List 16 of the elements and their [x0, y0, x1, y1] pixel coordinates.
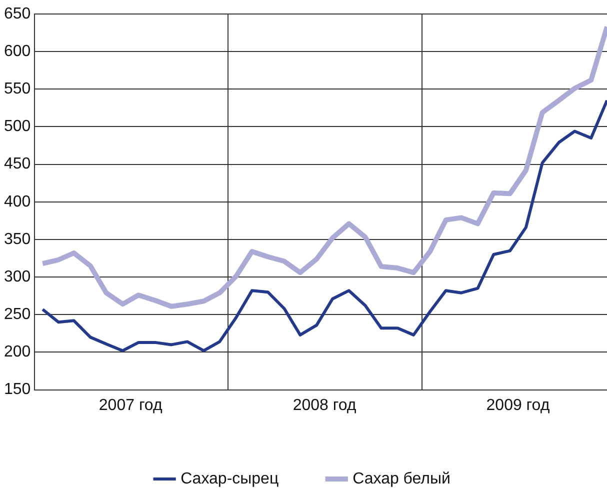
y-tick-label: 300 — [4, 268, 31, 286]
x-tick-label: 2009 год — [486, 396, 550, 414]
x-tick-label: 2008 год — [292, 396, 357, 414]
y-tick-label: 400 — [4, 193, 31, 210]
y-tick-label: 150 — [4, 381, 31, 398]
y-tick-label: 600 — [4, 42, 31, 60]
x-tick-label: 2007 год — [98, 396, 163, 414]
y-tick-label: 650 — [4, 5, 31, 22]
y-tick-label: 250 — [4, 306, 31, 324]
y-tick-label: 350 — [4, 230, 31, 248]
y-tick-label: 550 — [4, 80, 31, 98]
legend-label: Сахар-сырец — [180, 470, 279, 488]
legend-label: Сахар белый — [352, 470, 450, 488]
y-tick-label: 200 — [4, 344, 31, 361]
y-tick-label: 500 — [4, 118, 31, 136]
y-tick-label: 450 — [4, 156, 31, 173]
